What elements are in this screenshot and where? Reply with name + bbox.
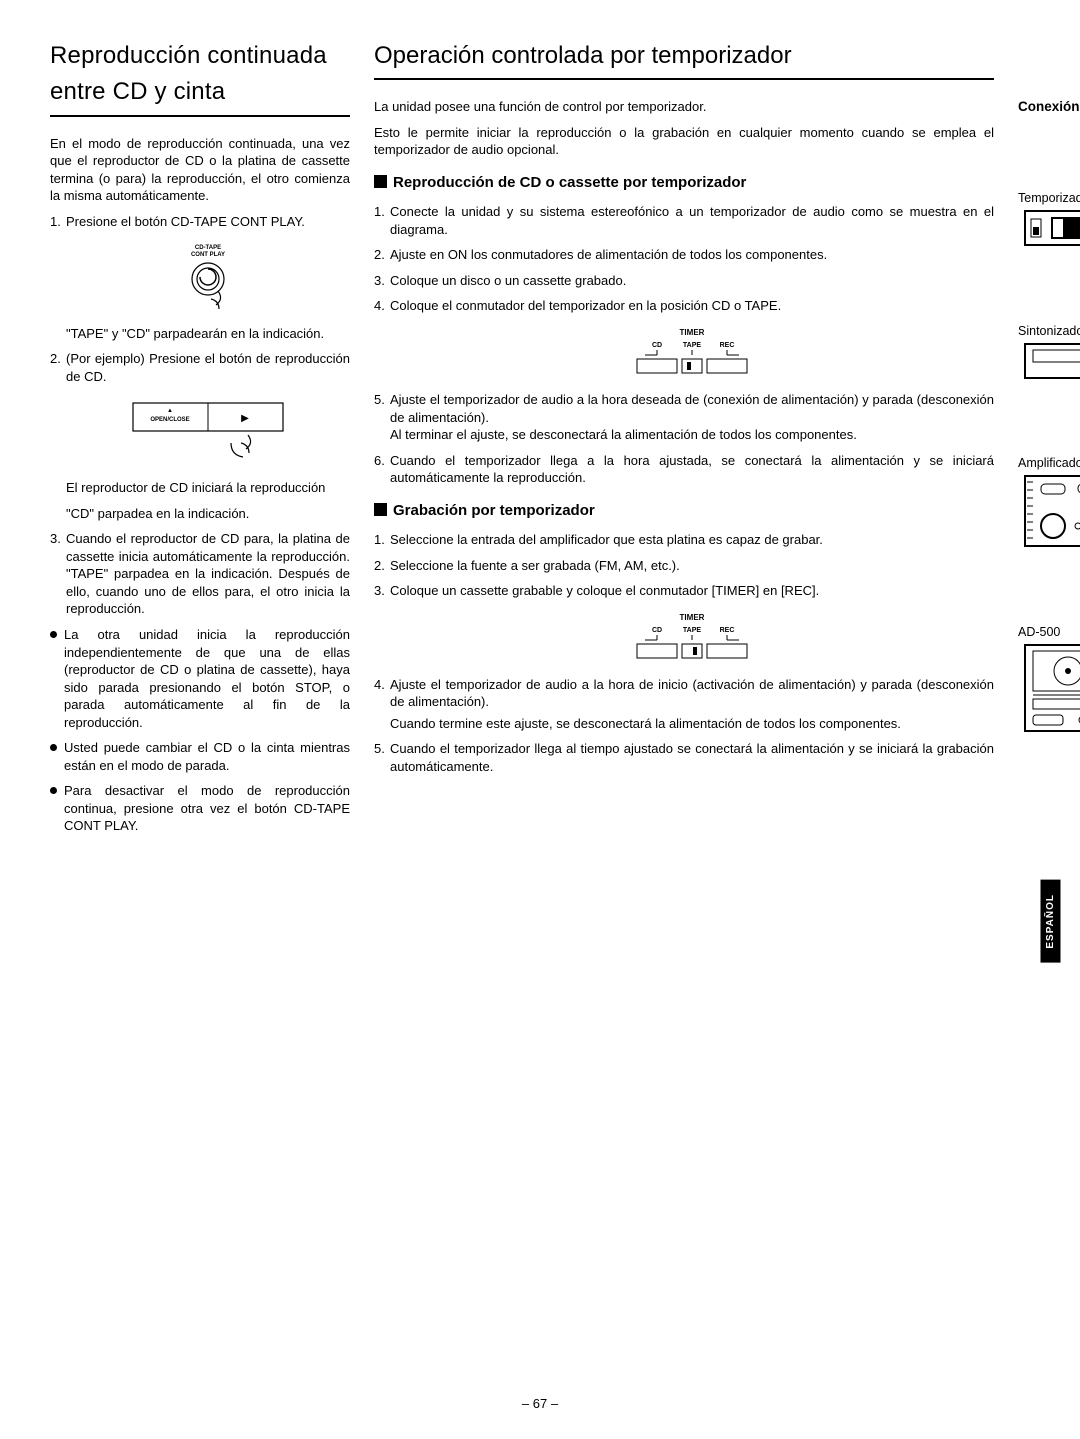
timer-intro-2: Esto le permite iniciar la reproducción … xyxy=(374,124,994,159)
ad500-device-icon xyxy=(1023,643,1080,735)
caption-tuner-out: A la salida de CA del sintonizador xyxy=(1018,416,1080,450)
step-2-cap2: "CD" parpadea en la indicación. xyxy=(66,505,350,523)
title-timer-operation: Operación controlada por temporizador xyxy=(374,40,994,72)
caption-timer-out: A la salida de CA del temporizador xyxy=(1018,283,1080,317)
step-1-caption: "TAPE" y "CD" parpadearán en la indicaci… xyxy=(66,325,350,343)
rt-step-3: 3.Coloque un cassette grabable y coloque… xyxy=(374,582,994,662)
svg-text:TIMER: TIMER xyxy=(680,328,705,337)
step-1-text: Presione el botón CD-TAPE CONT PLAY. xyxy=(66,214,305,229)
pt-step-1: 1.Conecte la unidad y su sistema estereo… xyxy=(374,203,994,238)
pt-step-5: 5.Ajuste el temporizador de audio a la h… xyxy=(374,391,994,444)
wall-outlet-icon xyxy=(1023,124,1080,184)
steps-continuous: 1.Presione el botón CD-TAPE CONT PLAY. C… xyxy=(50,213,350,618)
rt-step-5: 5.Cuando el temporizador llega al tiempo… xyxy=(374,740,994,775)
bullet-2: Usted puede cambiar el CD o la cinta mie… xyxy=(50,739,350,774)
svg-text:▶: ▶ xyxy=(241,413,249,424)
step-2: 2.(Por ejemplo) Presione el botón de rep… xyxy=(50,350,350,522)
column-continuous-playback: Reproducción continuada entre CD y cinta… xyxy=(50,40,350,843)
column-connection-diagram: Conexión del temporizador Temporizador d… xyxy=(1018,40,1080,843)
steps-playback-timer: 1.Conecte la unidad y su sistema estereo… xyxy=(374,203,994,486)
figure-timer-switch-2: TIMER CD TAPE REC xyxy=(390,610,994,662)
column-timer-operation: Operación controlada por temporizador La… xyxy=(374,40,994,843)
steps-record-timer: 1.Seleccione la entrada del amplificador… xyxy=(374,531,994,775)
figure-cont-play-button: CD-TAPE CONT PLAY xyxy=(66,241,350,311)
btn-label-2: CONT PLAY xyxy=(191,252,225,258)
figure-cd-open: ▲ OPEN/CLOSE ▶ xyxy=(66,395,350,465)
page-body: Reproducción continuada entre CD y cinta… xyxy=(50,40,1030,843)
title-continuous-line2: entre CD y cinta xyxy=(50,76,350,108)
audio-timer-device-icon: 12:00 xyxy=(1023,209,1080,251)
timer-switch-icon-2: TIMER CD TAPE REC xyxy=(627,610,757,662)
bullet-1: La otra unidad inicia la reproducción in… xyxy=(50,626,350,731)
caption-amp-out: A la salida de CA del amplificador xyxy=(1018,584,1080,618)
label-tuner: Sintonizador xyxy=(1018,323,1080,340)
rule-col2 xyxy=(374,78,994,80)
pt-step-3: 3.Coloque un disco o un cassette grabado… xyxy=(374,272,994,290)
bullets-continuous: La otra unidad inicia la reproducción in… xyxy=(50,626,350,835)
language-tab: ESPAÑOL xyxy=(1041,880,1061,963)
section-record-timer: Grabación por temporizador xyxy=(374,501,994,521)
amplifier-device-icon xyxy=(1023,474,1080,552)
svg-text:TAPE: TAPE xyxy=(683,627,701,634)
rt-step-4b: Cuando termine este ajuste, se desconect… xyxy=(390,715,994,733)
svg-text:REC: REC xyxy=(720,342,735,349)
tuner-device-icon xyxy=(1023,342,1080,384)
svg-text:TIMER: TIMER xyxy=(680,613,705,622)
step-2-cap1: El reproductor de CD iniciará la reprodu… xyxy=(66,479,350,497)
rule-col1 xyxy=(50,115,350,117)
step-1: 1.Presione el botón CD-TAPE CONT PLAY. C… xyxy=(50,213,350,342)
label-audio-timer: Temporizador de audio xyxy=(1018,190,1080,207)
pt-step-2: 2.Ajuste en ON los conmutadores de alime… xyxy=(374,246,994,264)
connection-heading: Conexión del temporizador xyxy=(1018,98,1080,116)
timer-switch-icon-1: TIMER CD TAPE REC xyxy=(627,325,757,377)
svg-text:CD: CD xyxy=(652,627,662,634)
intro-continuous: En el modo de reproducción continuada, u… xyxy=(50,135,350,205)
cable-2-icon xyxy=(1023,384,1080,414)
pt-step-5b: Al terminar el ajuste, se desconectará l… xyxy=(390,426,994,444)
btn-label-1: CD-TAPE xyxy=(195,245,221,251)
pt-step-4: 4.Coloque el conmutador del temporizador… xyxy=(374,297,994,377)
bullet-3: Para desactivar el modo de reproducción … xyxy=(50,782,350,835)
section-playback-timer: Reproducción de CD o cassette por tempor… xyxy=(374,173,994,193)
open-close-label: OPEN/CLOSE xyxy=(150,417,189,423)
pt-step-6: 6.Cuando el temporizador llega a la hora… xyxy=(374,452,994,487)
step-3: 3.Cuando el reproductor de CD para, la p… xyxy=(50,530,350,618)
cont-play-button-icon: CD-TAPE CONT PLAY xyxy=(178,241,238,311)
rt-step-1: 1.Seleccione la entrada del amplificador… xyxy=(374,531,994,549)
cable-3-icon xyxy=(1023,552,1080,582)
cable-1-icon xyxy=(1023,251,1080,281)
label-amplifier: Amplificador xyxy=(1018,455,1080,472)
step-2-text: (Por ejemplo) Presione el botón de repro… xyxy=(66,351,350,384)
svg-text:CD: CD xyxy=(652,342,662,349)
rt-step-4: 4.Ajuste el temporizador de audio a la h… xyxy=(374,676,994,733)
svg-text:REC: REC xyxy=(720,627,735,634)
label-ad500: AD-500 xyxy=(1018,624,1080,641)
cd-open-icon: ▲ OPEN/CLOSE ▶ xyxy=(123,395,293,465)
step-3-text: Cuando el reproductor de CD para, la pla… xyxy=(66,531,350,616)
rt-step-2: 2.Seleccione la fuente a ser grabada (FM… xyxy=(374,557,994,575)
title-continuous-line1: Reproducción continuada xyxy=(50,40,350,72)
figure-timer-switch-1: TIMER CD TAPE REC xyxy=(390,325,994,377)
timer-intro-1: La unidad posee una función de control p… xyxy=(374,98,994,116)
svg-text:▲: ▲ xyxy=(167,408,173,414)
svg-text:TAPE: TAPE xyxy=(683,342,701,349)
page-number: – 67 – xyxy=(0,1395,1080,1413)
